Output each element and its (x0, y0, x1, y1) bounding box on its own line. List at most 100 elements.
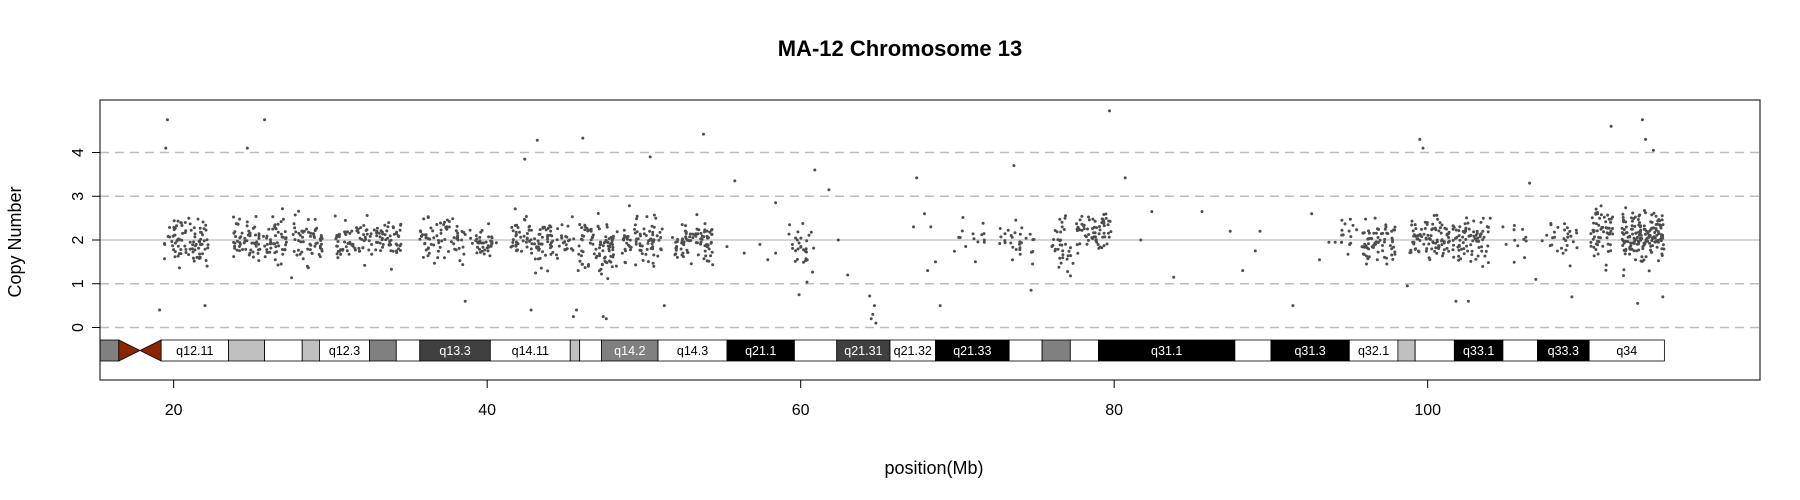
data-point (601, 315, 605, 319)
data-point (250, 241, 254, 245)
data-point (306, 247, 310, 251)
data-point (263, 118, 267, 122)
data-point (1650, 250, 1654, 254)
data-point (675, 255, 679, 259)
data-point (1367, 242, 1370, 246)
data-point (1430, 228, 1434, 232)
data-point (1340, 233, 1344, 237)
data-point (645, 215, 649, 219)
data-point (788, 223, 792, 227)
data-point (797, 241, 801, 245)
data-point (257, 242, 261, 246)
data-point (1575, 231, 1579, 235)
data-point (1434, 228, 1438, 232)
data-point (652, 264, 656, 268)
data-point (601, 244, 605, 248)
data-point (158, 308, 162, 312)
data-point (233, 244, 237, 248)
data-point (256, 251, 260, 255)
data-point (580, 254, 583, 258)
data-point (641, 259, 645, 262)
data-point (1574, 228, 1578, 232)
data-point (1075, 222, 1079, 226)
data-point (1606, 250, 1610, 253)
data-point (705, 229, 709, 233)
data-point (309, 234, 312, 238)
data-point (1540, 239, 1544, 243)
data-point (262, 234, 265, 238)
data-point (426, 237, 430, 241)
data-point (537, 242, 541, 246)
plot-frame (99, 99, 1761, 381)
data-point (742, 251, 746, 255)
data-point (598, 246, 601, 250)
data-point (872, 304, 876, 308)
data-point (433, 261, 436, 265)
data-point (1105, 242, 1109, 246)
data-point (201, 252, 204, 256)
x-tick-label: 80 (1105, 402, 1123, 419)
data-point (335, 244, 339, 248)
data-point (1534, 277, 1538, 281)
ideogram-band (1041, 339, 1071, 362)
data-point (470, 241, 474, 245)
data-point (1062, 228, 1066, 231)
data-point (1094, 238, 1098, 242)
data-point (370, 243, 374, 246)
ideogram-band (1397, 339, 1416, 362)
ideogram-band (99, 339, 120, 362)
data-point (176, 219, 180, 223)
data-point (170, 240, 174, 243)
data-point (1435, 251, 1439, 255)
data-point (193, 232, 197, 236)
data-point (437, 241, 441, 245)
data-point (1475, 231, 1479, 235)
data-point (1383, 227, 1387, 231)
data-point (1644, 137, 1648, 141)
data-point (1333, 240, 1337, 244)
data-point (306, 218, 310, 221)
data-point (1087, 215, 1090, 219)
data-point (566, 224, 570, 228)
data-point (490, 240, 494, 244)
data-point (292, 222, 296, 226)
data-point (587, 228, 591, 232)
data-point (513, 224, 517, 227)
data-point (249, 248, 253, 252)
data-point (700, 237, 704, 241)
data-point (1109, 230, 1113, 234)
data-point (960, 229, 964, 233)
data-point (456, 238, 460, 242)
data-point (449, 240, 453, 244)
data-point (1384, 225, 1388, 229)
data-point (1441, 251, 1445, 255)
data-point (1637, 214, 1641, 218)
data-point (362, 224, 366, 227)
data-point (733, 179, 737, 183)
data-point (343, 240, 347, 244)
data-point (469, 236, 473, 240)
data-point (640, 252, 644, 256)
data-point (381, 245, 384, 249)
data-point (183, 221, 187, 224)
data-point (300, 250, 304, 254)
data-point (1082, 227, 1086, 231)
data-point (1414, 247, 1418, 251)
data-point (1028, 232, 1032, 236)
data-point (1466, 299, 1470, 303)
data-point (635, 230, 639, 234)
data-point (1445, 246, 1449, 250)
data-point (1605, 236, 1609, 240)
data-point (725, 245, 729, 249)
data-point (673, 253, 677, 257)
data-point (688, 232, 692, 236)
data-point (168, 235, 172, 239)
data-point (980, 233, 984, 237)
data-point (1349, 235, 1353, 239)
data-point (1391, 257, 1395, 261)
data-point (1651, 244, 1654, 248)
data-point (1102, 224, 1106, 228)
data-point (688, 235, 692, 239)
data-point (1658, 223, 1662, 227)
data-point (556, 256, 559, 260)
